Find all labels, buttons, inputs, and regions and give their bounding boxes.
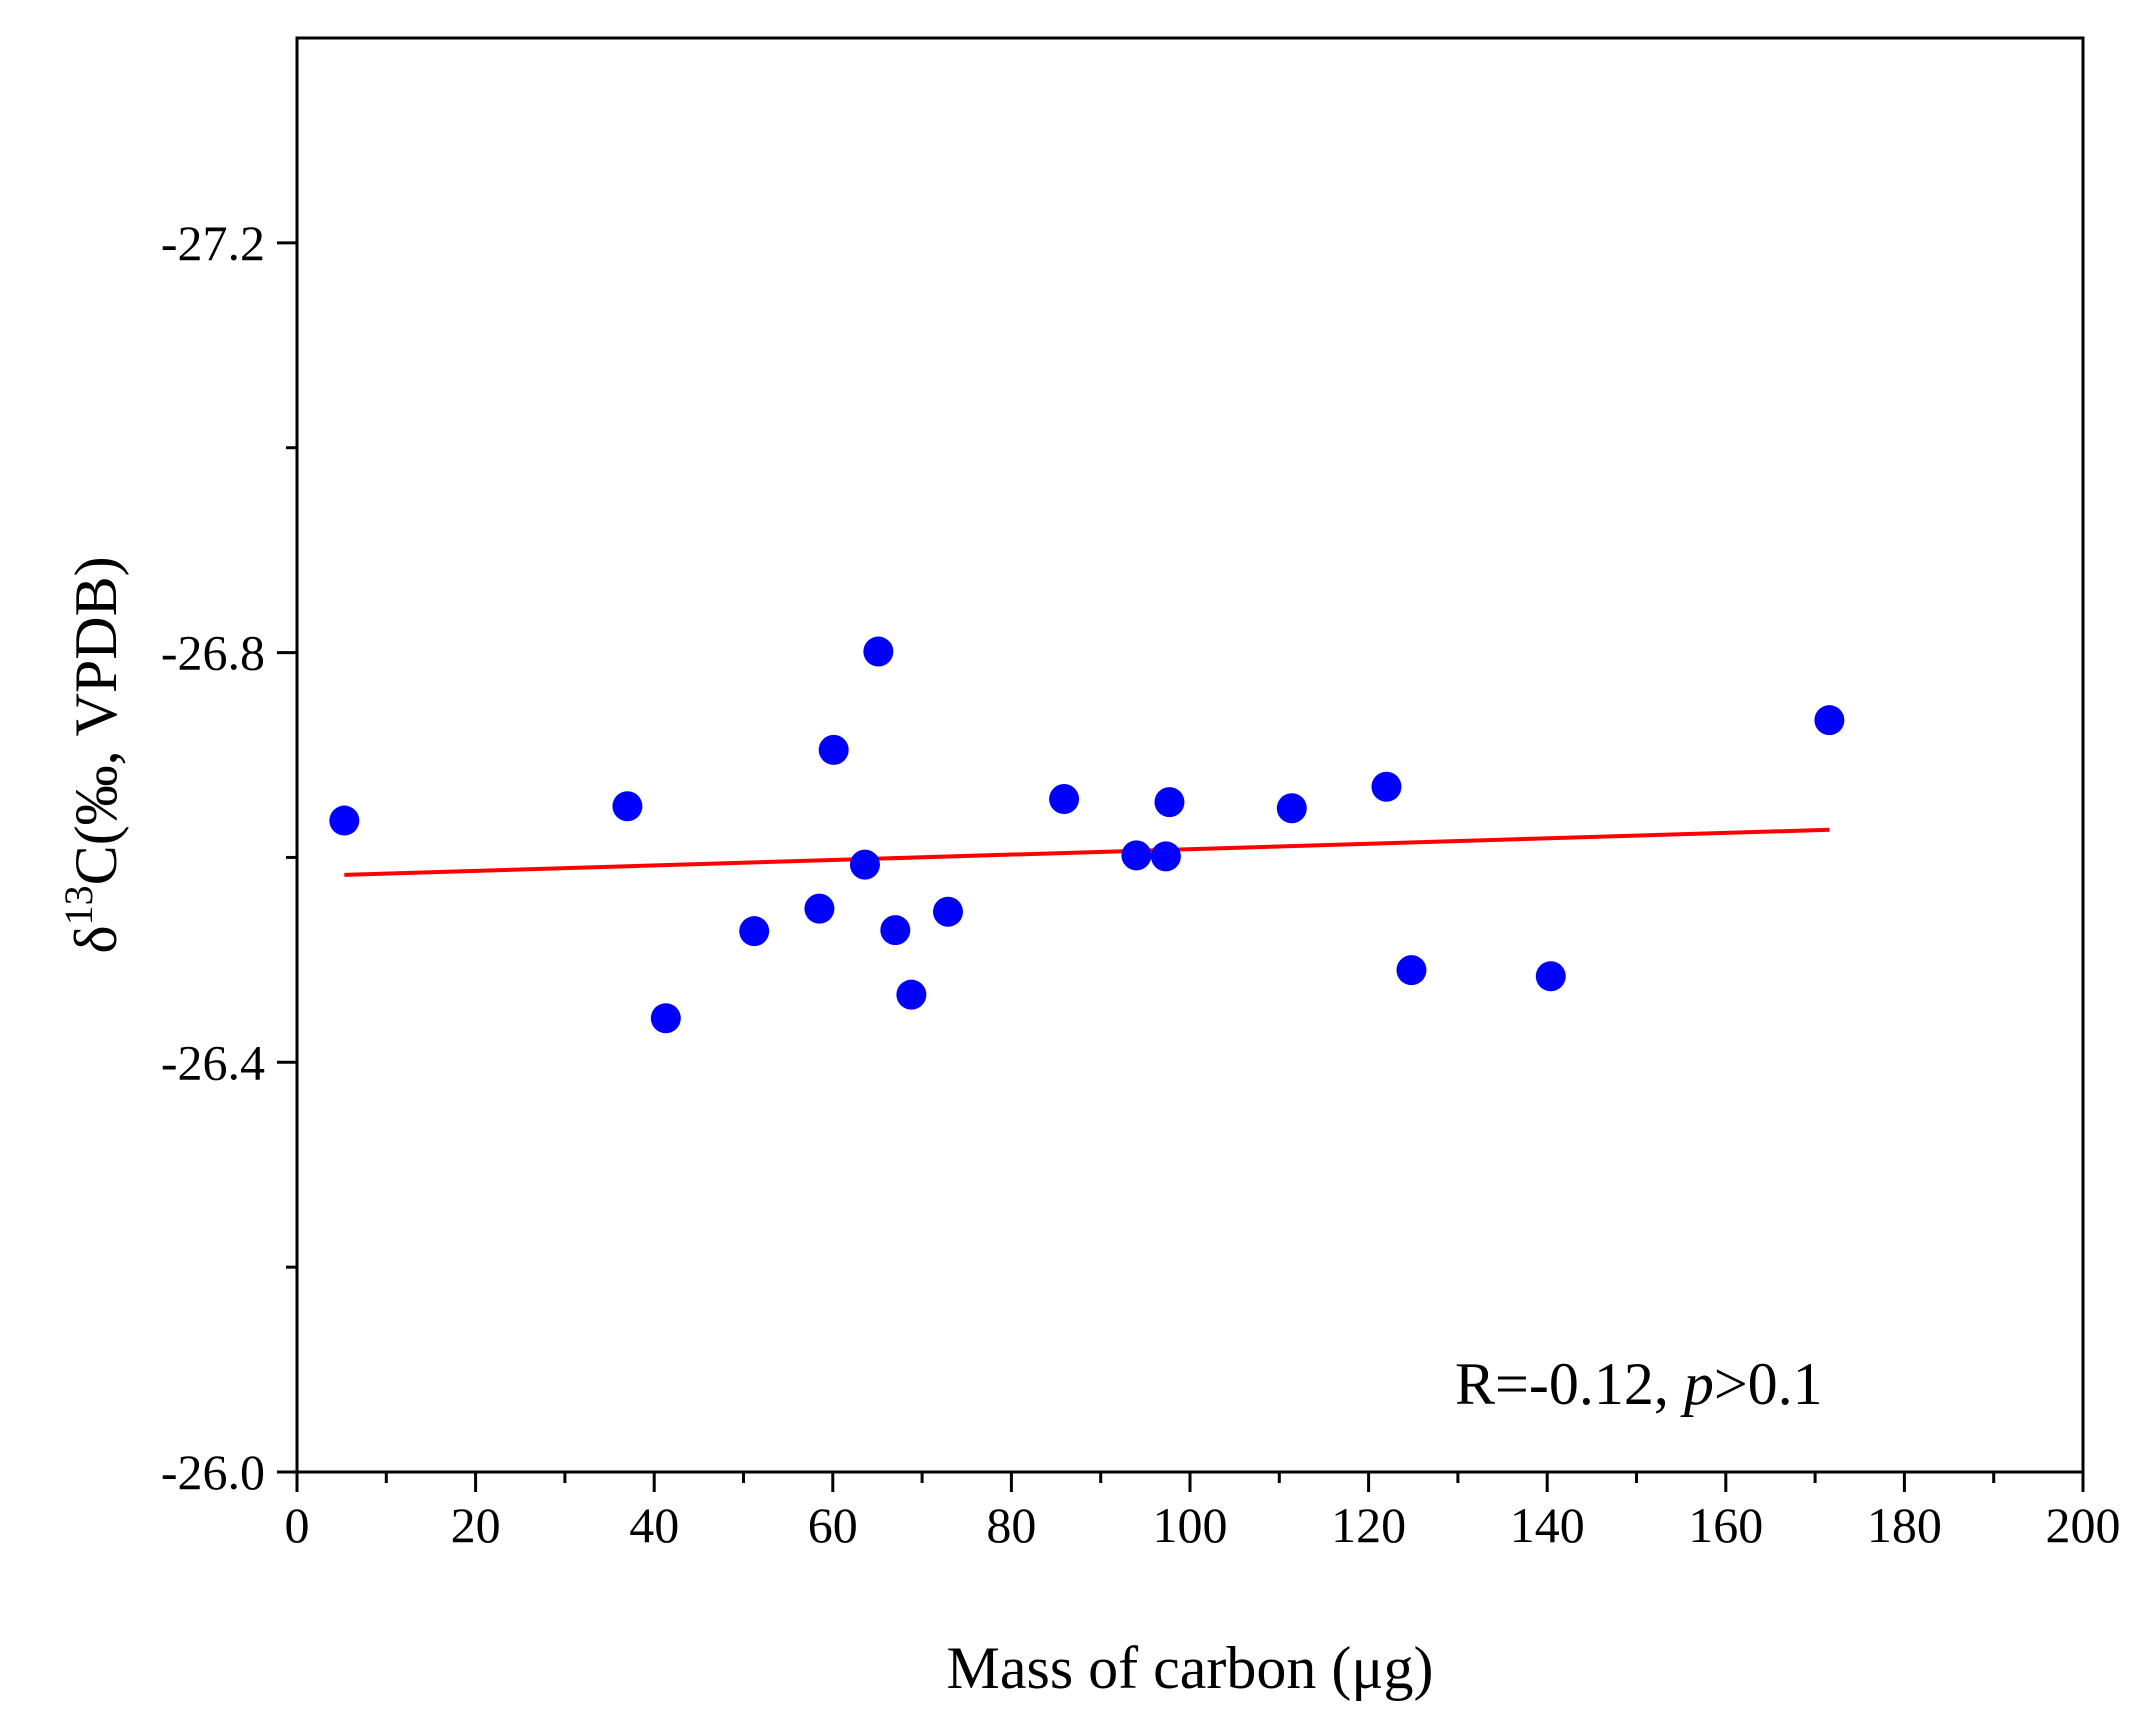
data-point bbox=[1049, 784, 1080, 815]
x-tick-label: 80 bbox=[986, 1497, 1036, 1553]
x-axis-title: Mass of carbon (μg) bbox=[946, 1635, 1433, 1701]
x-tick-label: 0 bbox=[285, 1497, 310, 1553]
annotation-prefix: R=-0.12, bbox=[1455, 1351, 1684, 1417]
annotation-suffix: >0.1 bbox=[1714, 1351, 1823, 1417]
data-point bbox=[880, 915, 911, 946]
x-tick-label: 40 bbox=[629, 1497, 679, 1553]
data-point bbox=[1535, 961, 1566, 992]
data-point bbox=[1154, 787, 1185, 818]
plot-area bbox=[295, 36, 2085, 1474]
annotation-italic-p: p bbox=[1680, 1351, 1714, 1417]
data-point bbox=[739, 916, 770, 947]
y-tick-label: -26.0 bbox=[161, 1444, 265, 1500]
data-point bbox=[612, 791, 643, 822]
y-axis-title-prefix: δ bbox=[63, 925, 129, 953]
data-point bbox=[1276, 793, 1307, 824]
x-tick-label: 100 bbox=[1153, 1497, 1228, 1553]
data-point bbox=[896, 979, 927, 1010]
x-tick-label: 140 bbox=[1510, 1497, 1585, 1553]
y-tick-label: -26.4 bbox=[161, 1034, 265, 1090]
data-point bbox=[1371, 771, 1402, 802]
data-point bbox=[818, 734, 849, 765]
data-point bbox=[863, 636, 894, 667]
x-tick-label: 180 bbox=[1867, 1497, 1942, 1553]
y-tick-label: -27.2 bbox=[161, 215, 265, 271]
data-point bbox=[932, 896, 963, 927]
x-tick-label: 20 bbox=[451, 1497, 501, 1553]
y-axis-title: δ13C(‰, VPDB) bbox=[56, 556, 129, 953]
x-tick-label: 60 bbox=[808, 1497, 858, 1553]
data-marks bbox=[329, 636, 1845, 1034]
data-point bbox=[1121, 840, 1152, 871]
data-point bbox=[1150, 841, 1181, 872]
y-tick-label: -26.8 bbox=[161, 625, 265, 681]
data-point bbox=[329, 805, 360, 836]
data-point bbox=[1396, 955, 1427, 986]
axes: 0 20 40 60 80 100 120 140 160 180 200 -26.0 -26.4 -26… bbox=[161, 215, 2121, 1553]
x-tick-label: 120 bbox=[1331, 1497, 1406, 1553]
correlation-annotation: R=-0.12, p>0.1 bbox=[1455, 1351, 1823, 1417]
data-point bbox=[849, 849, 880, 880]
y-axis-title-superscript: 13 bbox=[56, 885, 101, 925]
x-tick-label: 160 bbox=[1688, 1497, 1763, 1553]
x-tick-label: 200 bbox=[2046, 1497, 2121, 1553]
plot-frame bbox=[295, 36, 2085, 1474]
data-point bbox=[804, 893, 835, 924]
data-point bbox=[650, 1003, 681, 1034]
y-axis-title-main: C(‰, VPDB) bbox=[63, 556, 129, 885]
fit-line bbox=[344, 827, 1830, 877]
data-point bbox=[1814, 705, 1845, 736]
